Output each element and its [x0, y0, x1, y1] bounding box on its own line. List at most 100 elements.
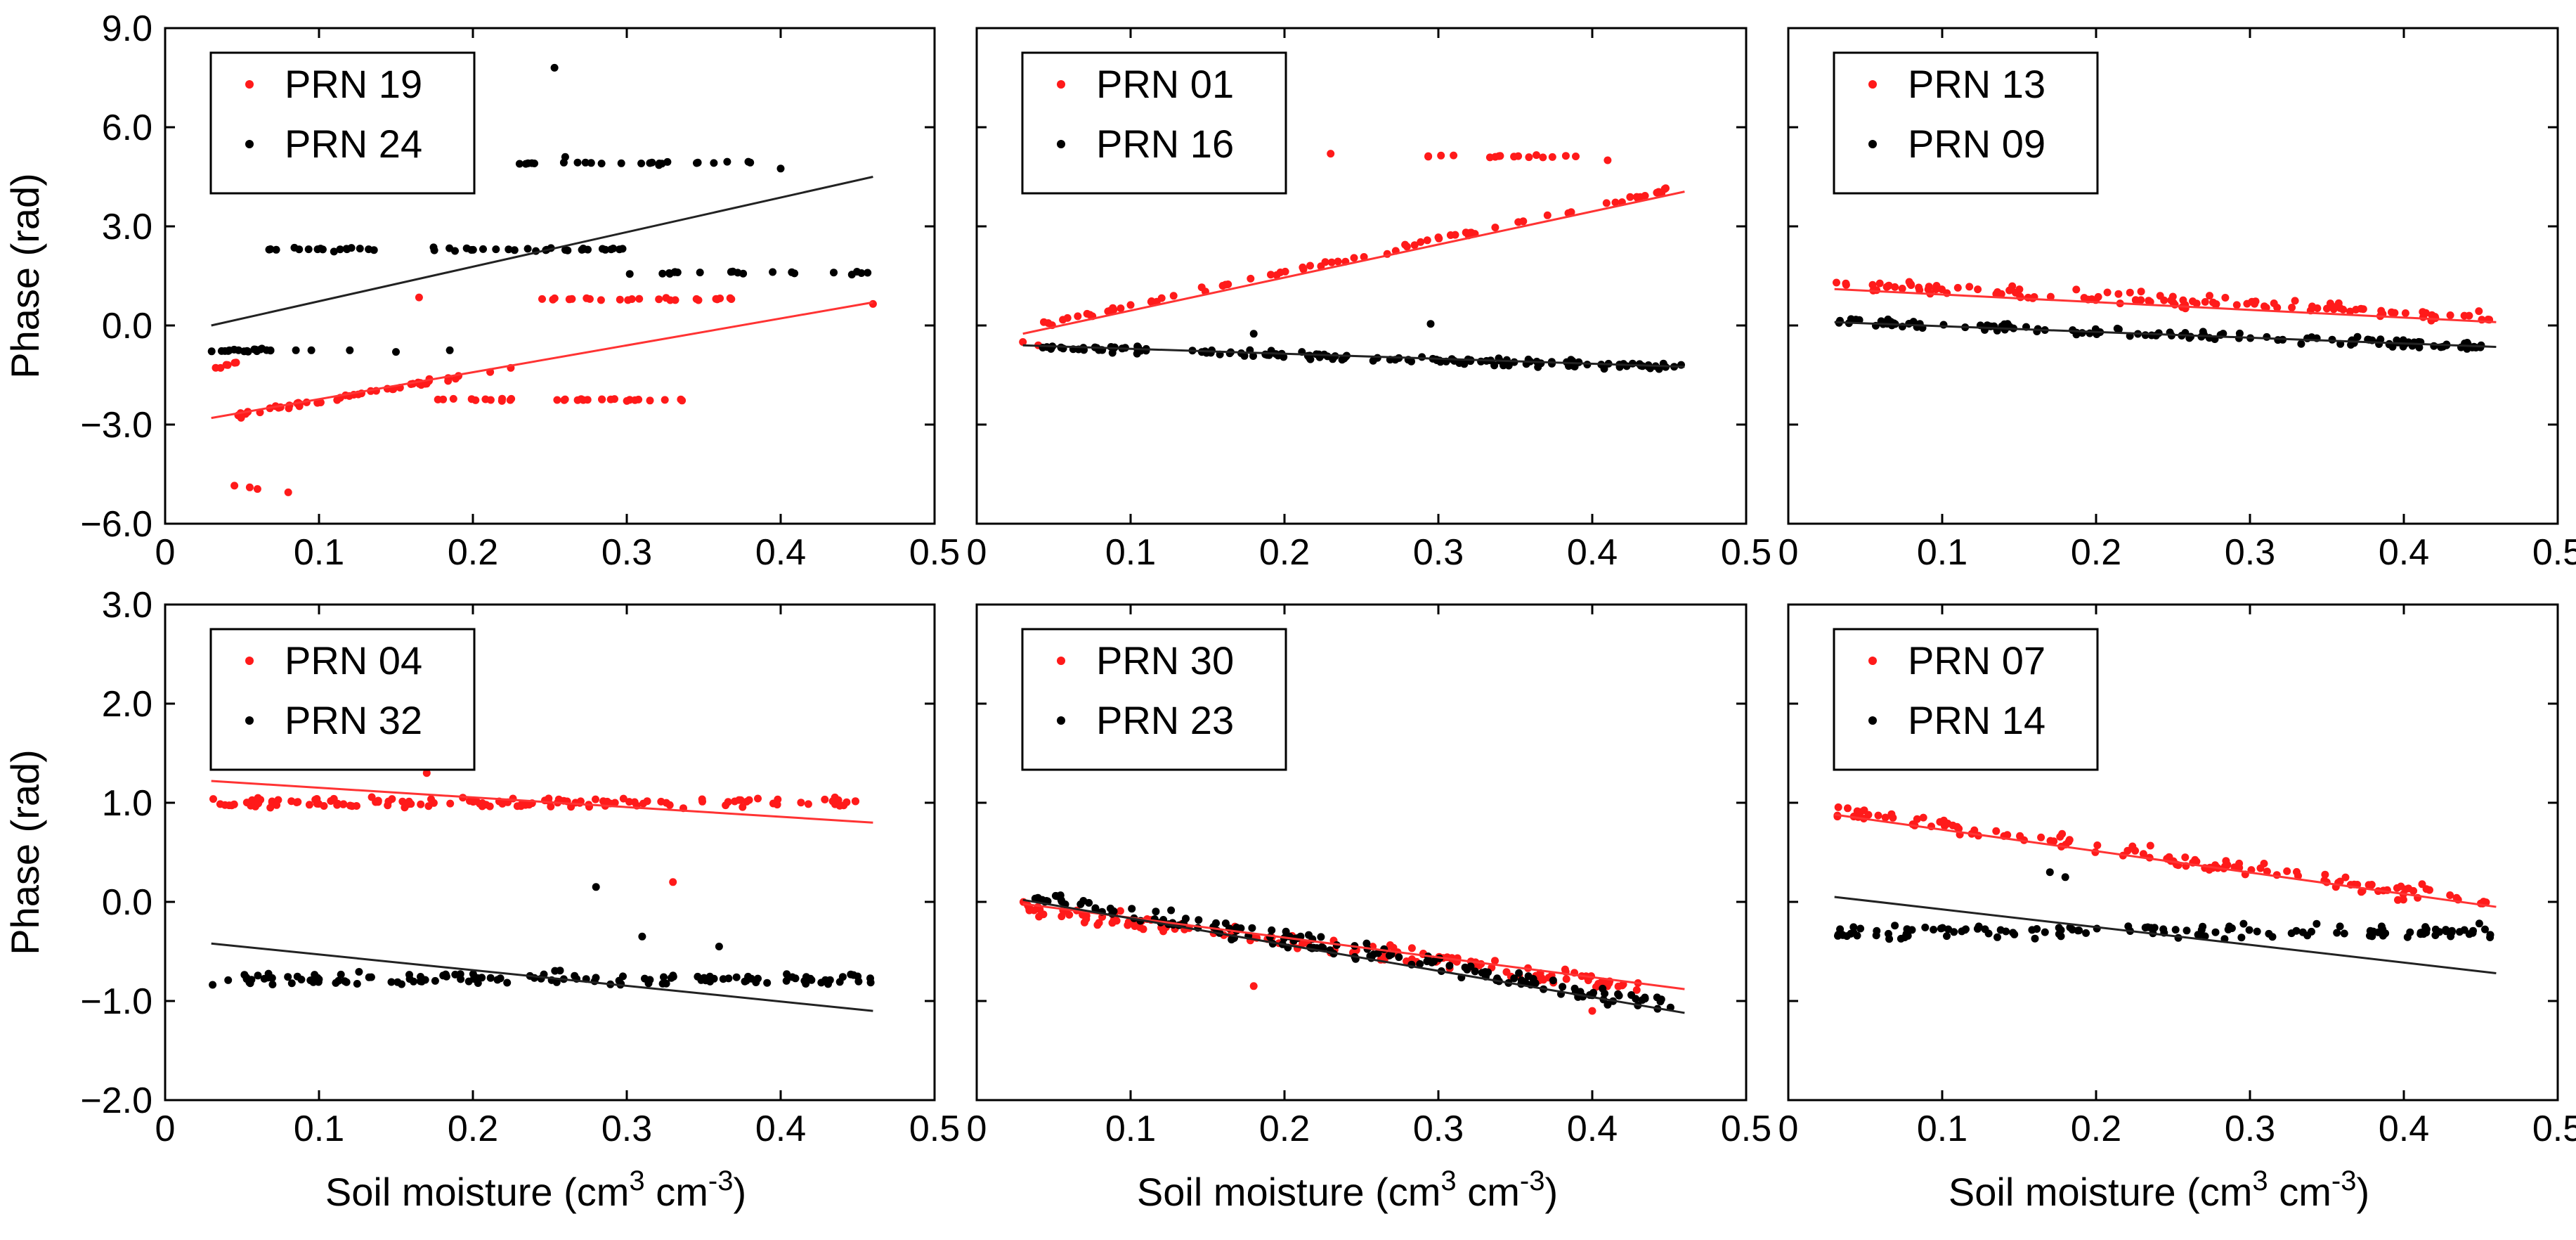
data-point-prn-13	[2179, 296, 2187, 304]
data-point-prn-09	[2072, 328, 2081, 337]
data-point-prn-14	[1996, 926, 2005, 934]
x-tick-label: 0.3	[601, 532, 652, 573]
x-tick-label: 0.4	[755, 1109, 806, 1149]
data-point-prn-30	[1110, 915, 1118, 924]
data-point-prn-13	[2168, 292, 2177, 301]
data-point-prn-24	[616, 245, 624, 254]
legend-box	[1833, 51, 2099, 195]
x-axis-label: Soil moisture (cm3 cm-3)	[1137, 1165, 1558, 1214]
data-point-prn-04	[630, 798, 639, 806]
data-point-prn-16	[1369, 356, 1377, 365]
data-point-prn-07	[1970, 826, 1979, 834]
data-point-prn-04	[374, 798, 382, 806]
data-point-prn-23	[1058, 898, 1066, 905]
data-point-prn-32	[421, 976, 429, 984]
data-point-prn-01	[1360, 253, 1368, 261]
x-axis-label-part: 3	[1440, 1165, 1456, 1196]
data-point-prn-14	[2253, 927, 2261, 936]
legend-marker-prn-14	[1868, 716, 1877, 725]
data-point-prn-04	[446, 799, 455, 808]
data-point-prn-04	[804, 800, 812, 808]
data-point-prn-23	[1395, 953, 1403, 962]
data-point-prn-30	[1139, 925, 1147, 934]
data-point-prn-07	[1919, 813, 1927, 822]
data-point-prn-01	[1514, 218, 1523, 226]
x-axis-label-part: Soil moisture (cm	[325, 1170, 630, 1214]
data-point-prn-19	[671, 296, 679, 304]
data-point-prn-23	[1521, 978, 1530, 986]
data-point-prn-30	[1614, 982, 1622, 990]
data-point-prn-24	[292, 346, 300, 354]
data-point-prn-07	[2050, 837, 2058, 846]
data-point-prn-07	[2235, 859, 2244, 867]
data-point-prn-04	[417, 800, 425, 808]
data-point-prn-30	[1588, 1007, 1596, 1015]
x-tick-label: 0.5	[909, 532, 960, 573]
data-point-prn-14	[2447, 928, 2456, 936]
data-point-prn-16	[1418, 353, 1426, 361]
data-point-prn-23	[1632, 995, 1640, 1003]
data-point-prn-24	[830, 269, 838, 277]
legend-marker-prn-24	[245, 140, 254, 148]
data-point-prn-07	[2409, 886, 2418, 895]
data-point-prn-14	[2403, 933, 2412, 941]
x-tick-label: 0.1	[1917, 532, 1967, 573]
legend-box	[209, 51, 476, 195]
data-point-prn-07	[2058, 829, 2067, 838]
data-point-prn-14	[2045, 868, 2054, 877]
data-point-prn-24	[221, 347, 229, 355]
data-point-prn-13	[1891, 283, 1899, 291]
data-point-prn-24	[769, 268, 777, 276]
data-point-prn-24	[587, 159, 595, 167]
data-point-prn-16	[1261, 350, 1270, 359]
data-point-prn-32	[866, 979, 875, 987]
data-point-prn-13	[2114, 290, 2123, 298]
data-point-prn-14	[2199, 922, 2207, 931]
data-point-prn-14	[2475, 919, 2483, 928]
data-point-prn-14	[2435, 928, 2444, 936]
data-point-prn-07	[2446, 891, 2454, 899]
data-point-prn-09	[2472, 344, 2480, 351]
data-point-prn-24	[479, 245, 487, 253]
x-tick-label: 0.3	[1413, 532, 1464, 573]
data-point-prn-13	[2291, 297, 2299, 305]
data-point-prn-30	[1299, 939, 1306, 948]
data-point-prn-01	[1321, 258, 1329, 266]
data-point-prn-30	[1124, 921, 1132, 929]
x-tick-label: 0.1	[1105, 1109, 1156, 1149]
data-point-prn-13	[2160, 296, 2168, 304]
data-point-prn-23	[1559, 983, 1567, 991]
data-point-prn-24	[290, 243, 299, 252]
data-point-prn-32	[503, 979, 512, 987]
data-point-prn-19	[313, 399, 322, 407]
data-point-prn-32	[552, 978, 561, 986]
data-point-prn-01	[1169, 292, 1178, 300]
y-axis-label: Phase (rad)	[3, 749, 47, 955]
y-tick-label: 3.0	[102, 207, 152, 247]
data-point-prn-14	[2340, 929, 2348, 938]
data-point-prn-32	[835, 978, 844, 986]
data-point-prn-14	[2124, 922, 2133, 931]
data-point-prn-07	[1844, 804, 1852, 813]
data-point-prn-13	[2094, 292, 2102, 301]
data-point-prn-01	[1417, 238, 1425, 246]
data-point-prn-23	[1601, 989, 1609, 997]
data-point-prn-23	[1510, 974, 1518, 983]
data-point-prn-09	[2274, 336, 2282, 344]
data-point-prn-01	[1247, 274, 1255, 283]
legend-marker-prn-09	[1868, 140, 1877, 148]
data-point-prn-14	[2031, 934, 2039, 943]
data-point-prn-30	[1561, 965, 1569, 974]
data-point-prn-09	[2154, 329, 2163, 337]
x-axis-label-part: -3	[1520, 1165, 1545, 1196]
data-point-prn-07	[2093, 841, 2102, 849]
data-point-prn-14	[2486, 934, 2494, 941]
data-point-prn-04	[422, 769, 431, 777]
data-point-prn-32	[297, 976, 306, 983]
data-point-prn-04	[835, 801, 844, 810]
data-point-prn-04	[769, 799, 777, 808]
data-point-prn-24	[256, 345, 265, 354]
data-point-prn-09	[2147, 331, 2156, 340]
x-tick-label: 0.2	[2071, 532, 2121, 573]
data-point-prn-32	[456, 970, 464, 979]
